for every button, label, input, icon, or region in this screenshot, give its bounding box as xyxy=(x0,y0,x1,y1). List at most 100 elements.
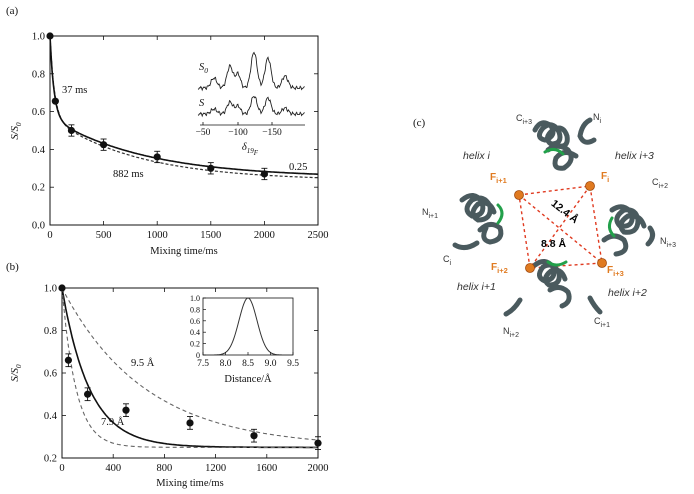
model-curve xyxy=(61,287,319,441)
panel-a-inset: −50 −100 −150 δ19F S0 S xyxy=(196,51,305,157)
contact-segments xyxy=(496,147,616,267)
fluorine-atom-i1 xyxy=(514,190,524,200)
y-tick-label: 1.0 xyxy=(32,32,45,43)
data-point xyxy=(67,126,76,135)
panel-b-data-points xyxy=(58,284,322,450)
fluorine-label-i1: Fi+1 xyxy=(490,172,507,185)
panel-a-y-axis-label: S/S0 xyxy=(10,122,23,139)
fluorine-atom-i2 xyxy=(525,263,535,273)
data-point xyxy=(122,406,130,414)
y-tick-label: 0.2 xyxy=(44,454,57,465)
data-point xyxy=(207,164,215,172)
panel-c-label: (c) xyxy=(413,117,426,129)
panel-b-y-ticks: 0.2 0.4 0.6 0.8 1.0 xyxy=(44,284,318,465)
fit-curve-dashed xyxy=(49,35,319,179)
data-point xyxy=(260,170,268,178)
fluorine-atoms xyxy=(514,181,607,273)
x-tick-label: 1200 xyxy=(205,463,226,474)
inset-a-tick-label: −100 xyxy=(228,128,248,138)
y-tick-label: 0.4 xyxy=(44,411,58,422)
term-label-n-i3: Ni+3 xyxy=(660,236,676,249)
panel-b-x-ticks: 0 400 800 1200 1600 2000 xyxy=(59,288,329,474)
x-tick-label: 400 xyxy=(105,463,121,474)
panel-a-label: (a) xyxy=(6,5,19,17)
term-label-n-i1: Ni+1 xyxy=(422,207,438,220)
data-point xyxy=(58,284,66,292)
inset-b-x-label: Distance/Å xyxy=(224,373,272,385)
helix-label-i: helix i xyxy=(463,150,491,162)
panel-a-annotation-plateau: 0.25 xyxy=(289,162,307,173)
panel-a-chart: 0 500 1000 1500 2000 2500 0.00.20.40.60.81.0 … xyxy=(10,32,329,258)
inset-x-tick-label: 8.0 xyxy=(220,359,232,369)
inset-y-tick-label: 0.6 xyxy=(190,317,200,326)
inset-y-tick-label: 0.2 xyxy=(190,340,200,349)
panel-a-annotation-slow: 882 ms xyxy=(113,169,144,180)
svg-text:S/S0: S/S0 xyxy=(10,364,23,381)
model-curve xyxy=(61,287,318,449)
helix-label-i1: helix i+1 xyxy=(457,281,496,293)
panel-a-x-axis-label: Mixing time/ms xyxy=(150,246,217,257)
panel-a-fit-curves xyxy=(49,35,319,179)
inset-trace-label-s: S xyxy=(199,98,205,109)
inset-x-tick-label: 9.5 xyxy=(287,359,299,369)
panel-a-frame xyxy=(49,35,319,226)
panel-a-data-points xyxy=(46,32,268,181)
term-label-n-i: Ni xyxy=(593,112,602,125)
term-label-c-i2: Ci+2 xyxy=(652,177,668,190)
panel-b-ylabel-main: S/S xyxy=(10,367,21,381)
panel-b-y-axis-label: S/S0 xyxy=(10,364,23,381)
panel-b-label: (b) xyxy=(6,261,19,273)
distance-lines xyxy=(518,185,603,269)
inset-b-frame xyxy=(202,297,294,356)
inset-y-tick-label: 0 xyxy=(196,351,200,360)
panel-a-y-ticks: 0.0 0.2 0.4 0.6 0.8 1.0 xyxy=(32,32,318,232)
x-tick-label: 0 xyxy=(59,463,64,474)
inset-y-tick-label: 0.4 xyxy=(190,328,200,337)
data-point xyxy=(51,97,59,105)
panel-a-x-ticks: 0 500 1000 1500 2000 2500 xyxy=(47,36,329,241)
panel-b-inset: 7.5 8.0 8.5 9.0 9.5 0 0.2 0.4 0.6 0.8 1.0 Distance… xyxy=(190,294,299,385)
y-tick-label: 0.6 xyxy=(44,369,57,380)
x-tick-label: 1600 xyxy=(256,463,277,474)
data-point xyxy=(84,390,92,398)
fluorine-label-i2: Fi+2 xyxy=(491,262,508,275)
data-point xyxy=(153,153,161,161)
fluorine-atom-i3 xyxy=(597,258,607,268)
inset-y-tick-label: 1.0 xyxy=(190,294,200,303)
fluorine-label-i: Fi xyxy=(601,171,609,184)
panel-b-model-curves xyxy=(61,287,319,449)
term-label-c-i1: Ci+1 xyxy=(594,316,610,329)
x-tick-label: 2000 xyxy=(308,463,329,474)
inset-a-tick-label: −50 xyxy=(196,128,211,138)
panel-b-curve-label-high: 9.5 Å xyxy=(131,357,155,369)
term-label-c-i3: Ci+3 xyxy=(516,113,532,126)
panel-b-x-axis-label: Mixing time/ms xyxy=(156,478,223,489)
data-point xyxy=(46,32,54,40)
inset-trace-label-s0: S0 xyxy=(199,62,208,75)
y-tick-label: 0.2 xyxy=(32,183,45,194)
term-label-c-i: Ci xyxy=(443,254,452,267)
inset-b-ticks: 7.5 8.0 8.5 9.0 9.5 0 0.2 0.4 0.6 0.8 1.0 xyxy=(190,294,299,369)
inset-a-tick-label: −150 xyxy=(262,128,282,138)
fluorine-label-i3: Fi+3 xyxy=(607,265,624,278)
distance-label-diagonal: 12.4 Å xyxy=(549,197,582,227)
y-tick-label: 0.0 xyxy=(32,221,45,232)
data-point xyxy=(186,419,194,427)
fluorine-atom-i xyxy=(585,181,595,191)
x-tick-label: 2000 xyxy=(254,230,275,241)
inset-spectrum-s0 xyxy=(197,51,305,92)
y-tick-label: 0.4 xyxy=(32,145,46,156)
x-tick-label: 800 xyxy=(157,463,173,474)
inset-x-tick-label: 8.5 xyxy=(242,359,254,369)
term-label-n-i2: Ni+2 xyxy=(503,326,519,339)
data-point xyxy=(250,432,258,440)
y-tick-label: 1.0 xyxy=(44,284,57,295)
panel-a-ylabel-sub: 0 xyxy=(14,122,23,126)
panel-a-ylabel-main: S/S xyxy=(10,125,21,139)
svg-text:S/S0: S/S0 xyxy=(10,122,23,139)
panel-b-chart: 0 400 800 1200 1600 2000 0.2 0.4 0.6 0.8 1.0 Mixi… xyxy=(10,284,329,490)
x-tick-label: 2500 xyxy=(308,230,329,241)
y-tick-label: 0.8 xyxy=(44,326,57,337)
inset-b-gaussian xyxy=(203,297,293,356)
